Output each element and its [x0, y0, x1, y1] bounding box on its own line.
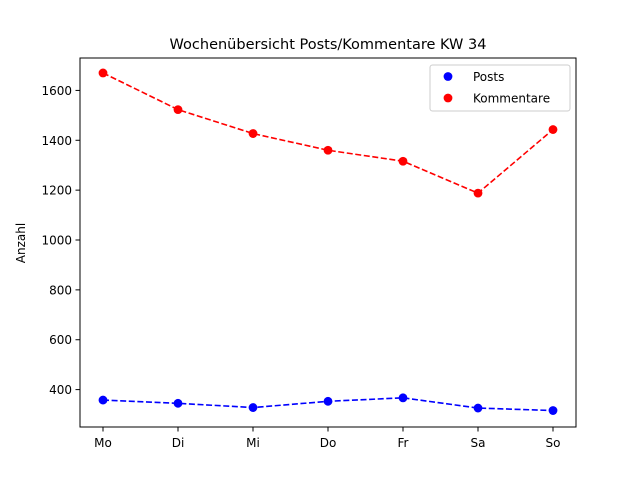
x-axis-ticks: Mo Di Mi Do Fr Sa So	[94, 427, 560, 450]
legend-marker	[443, 93, 453, 103]
series-layer	[98, 68, 558, 415]
chart-title: Wochenübersicht Posts/Kommentare KW 34	[170, 37, 487, 53]
data-point-posts	[323, 396, 333, 406]
x-tick-label: Di	[172, 436, 185, 450]
x-tick-label: Fr	[398, 436, 409, 450]
data-point-kommentare	[323, 145, 333, 155]
legend-marker	[443, 72, 453, 81]
legend-box	[429, 64, 571, 112]
data-point-posts	[398, 393, 408, 403]
data-point-posts	[248, 403, 258, 412]
legend-label: Posts	[473, 70, 504, 84]
data-point-posts	[548, 406, 558, 415]
data-point-kommentare	[248, 129, 258, 138]
plot-frame	[79, 57, 577, 428]
y-tick-label: 1400	[41, 134, 72, 148]
y-tick-label: 1000	[41, 234, 72, 248]
y-tick-label: 800	[49, 283, 72, 297]
data-point-kommentare	[473, 188, 483, 198]
x-tick-label: Sa	[471, 436, 486, 450]
data-point-kommentare	[398, 156, 408, 166]
data-point-posts	[173, 398, 183, 408]
data-point-kommentare	[98, 68, 108, 78]
legend: Posts Kommentare	[429, 64, 571, 112]
data-point-posts	[473, 403, 483, 413]
x-tick-label: So	[546, 436, 561, 450]
x-tick-label: Mo	[94, 436, 112, 450]
data-point-kommentare	[173, 105, 183, 115]
y-axis-ticks: 400 600 800 1000 1200 1400 1600	[41, 84, 80, 397]
y-tick-label: 1600	[41, 84, 72, 98]
y-tick-label: 400	[49, 383, 72, 397]
data-point-kommentare	[548, 125, 558, 134]
x-tick-label: Do	[320, 436, 337, 450]
legend-label: Kommentare	[473, 92, 550, 106]
data-point-posts	[98, 395, 108, 405]
x-tick-label: Mi	[246, 436, 260, 450]
y-axis-label: Anzahl	[14, 223, 28, 263]
y-tick-label: 600	[49, 333, 72, 347]
y-tick-label: 1200	[41, 184, 72, 198]
